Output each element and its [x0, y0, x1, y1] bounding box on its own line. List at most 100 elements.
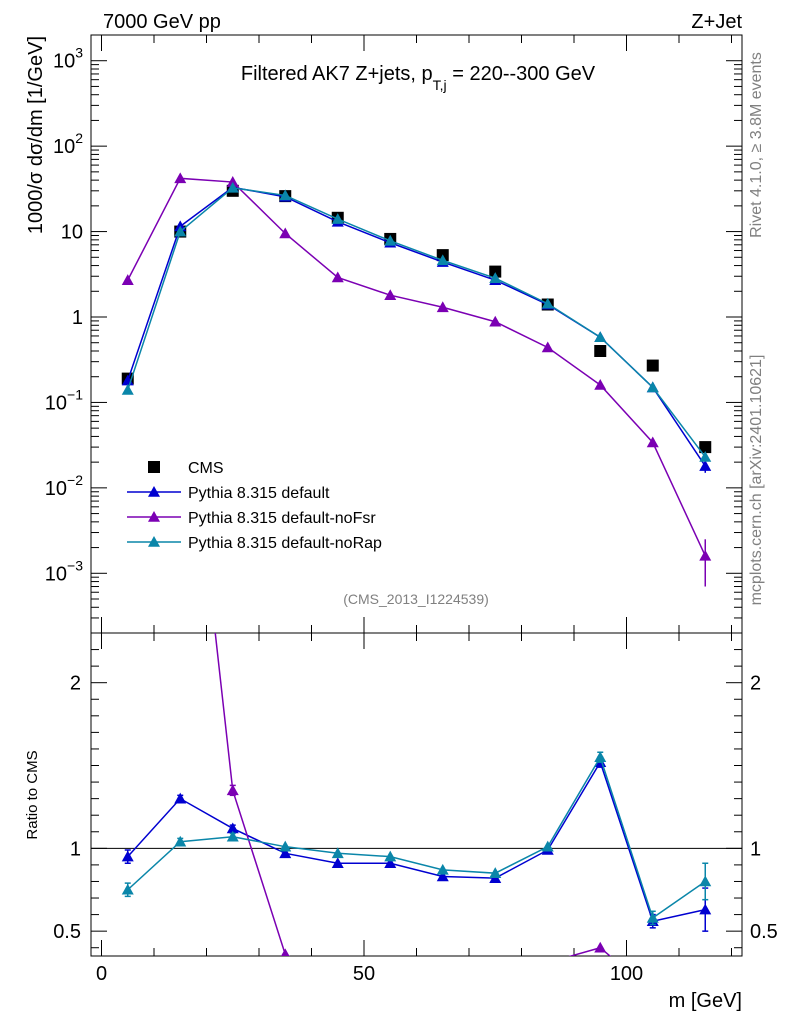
main-plot-series	[121, 172, 712, 587]
noRap-data-point	[646, 381, 659, 393]
main-y-tick-label: 10	[61, 222, 83, 244]
noFsr-data-point	[384, 289, 397, 300]
noFsr-ratio-point	[489, 965, 501, 976]
mcplots-label: mcplots.cern.ch [arXiv:2401.10621]	[748, 355, 765, 606]
noRap-data-point	[384, 234, 397, 246]
noFsr-ratio-point	[437, 967, 449, 978]
noFsr-ratio-point	[384, 972, 396, 983]
main-y-tick-exp: −3	[67, 557, 83, 573]
noRap-ratio-point	[384, 850, 397, 862]
noFsr-data-point	[279, 227, 292, 239]
ratio-x-tick-label: 50	[353, 963, 375, 985]
default-ratio-point	[121, 850, 134, 862]
noFsr-data-point	[121, 274, 134, 285]
noRap-data-point	[174, 225, 187, 237]
noRap-line	[127, 187, 706, 458]
ratio-y-tick-label-right: 0.5	[750, 921, 778, 943]
ratio-y-tick-label-right: 2	[750, 673, 761, 695]
legend: CMS Pythia 8.315 default Pythia 8.315 defa…	[127, 460, 382, 552]
ratio-plot-series	[121, 312, 712, 997]
legend-label-default: Pythia 8.315 default	[188, 485, 330, 502]
main-y-tick-label: 1	[72, 307, 83, 329]
ratio-y-tick-label: 0.5	[53, 921, 81, 943]
main-y-tick-exp: 2	[75, 130, 83, 146]
main-y-tick-exp: −1	[67, 386, 83, 402]
noFsr-ratio-line	[214, 633, 612, 956]
ratio-xlabel: m [GeV]	[669, 990, 742, 1012]
default-ratio-point	[174, 792, 187, 804]
default-ratio-point	[699, 903, 712, 915]
noRap-ratio-point	[594, 751, 607, 763]
noFsr-ratio-point	[280, 948, 290, 956]
main-y-tick-exp: 3	[75, 45, 83, 61]
noFsr-data-point	[331, 271, 344, 283]
noFsr-ratio-point	[542, 957, 554, 968]
legend-marker-default	[148, 486, 160, 497]
noFsr-ratio-point	[332, 975, 344, 986]
title-subscript: T,j	[433, 77, 447, 93]
noRap-ratio-line	[127, 755, 706, 920]
main-y-tick-label: 103	[53, 45, 83, 73]
main-y-tick-base: 10	[61, 222, 83, 244]
default-ratio-point	[226, 822, 239, 834]
default-ratio-point	[436, 870, 449, 882]
legend-marker-noFsr	[148, 511, 160, 522]
noFsr-ratio-point	[174, 312, 186, 323]
noRap-data-point	[594, 331, 607, 343]
main-y-tick-base: 1	[72, 307, 83, 329]
noFsr-data-point	[594, 378, 607, 390]
ratio-y-tick-label: 1	[70, 838, 81, 860]
default-ratio-point	[384, 857, 397, 869]
noRap-data-point	[489, 272, 502, 283]
header-right-label: Z+Jet	[691, 11, 742, 33]
noFsr-data-point	[699, 549, 712, 561]
noFsr-line	[127, 177, 706, 557]
noFsr-ratio-point	[226, 784, 239, 796]
noRap-ratio-point	[174, 835, 187, 847]
main-y-tick-exp: −2	[67, 472, 83, 488]
noFsr-data-point	[436, 301, 449, 313]
main-y-tick-label: 10−1	[45, 386, 83, 414]
ratio-plot-border	[90, 632, 743, 957]
legend-label-noRap: Pythia 8.315 default-noRap	[188, 535, 382, 552]
noRap-ratio-point	[331, 847, 344, 859]
default-ratio-line	[127, 760, 706, 923]
rivet-version-label: Rivet 4.1.0, ≥ 3.8M events	[748, 52, 765, 238]
main-y-tick-base: 10	[45, 563, 67, 585]
noRap-ratio-point	[436, 863, 449, 875]
legend-marker-cms	[148, 461, 160, 473]
default-data-point	[699, 460, 712, 471]
noRap-ratio-point	[279, 840, 292, 852]
ratio-ylabel: Ratio to CMS	[24, 750, 41, 839]
noRap-data-point	[436, 254, 449, 266]
ratio-y-tick-label-right: 1	[750, 838, 761, 860]
noRap-ratio-point	[541, 840, 554, 852]
default-ratio-point	[331, 857, 344, 869]
main-ylabel: 1000/σ dσ/dm [1/GeV]	[25, 36, 47, 234]
noFsr-data-point	[174, 172, 187, 184]
main-y-tick-base: 10	[45, 392, 67, 414]
noRap-data-point	[331, 213, 344, 224]
main-y-tick-base: 10	[53, 51, 75, 73]
title-tail-text: = 220--300 GeV	[447, 63, 596, 85]
main-y-tick-base: 10	[45, 478, 67, 500]
noRap-ratio-point	[226, 830, 239, 842]
ratio-x-tick-label: 100	[610, 963, 643, 985]
main-y-tick-label: 10−2	[45, 472, 83, 500]
watermark-label: (CMS_2013_I1224539)	[343, 591, 489, 607]
main-plot-title: Filtered AK7 Z+jets, pT,j = 220--300 GeV	[241, 63, 596, 93]
title-main-text: Filtered AK7 Z+jets, p	[241, 63, 433, 85]
legend-label-noFsr: Pythia 8.315 default-noFsr	[188, 510, 376, 527]
default-ratio-point	[279, 847, 292, 859]
legend-label-cms: CMS	[188, 460, 224, 477]
ratio-x-tick-label: 0	[96, 963, 107, 985]
noFsr-data-point	[226, 176, 239, 187]
cms-data-point	[699, 441, 712, 454]
main-y-tick-label: 10−3	[45, 557, 83, 585]
noRap-data-point	[226, 181, 239, 193]
noFsr-data-point	[541, 341, 554, 353]
noRap-ratio-point	[646, 911, 659, 923]
noFsr-ratio-point	[647, 986, 659, 997]
ratio-y-tick-label: 2	[70, 673, 81, 695]
